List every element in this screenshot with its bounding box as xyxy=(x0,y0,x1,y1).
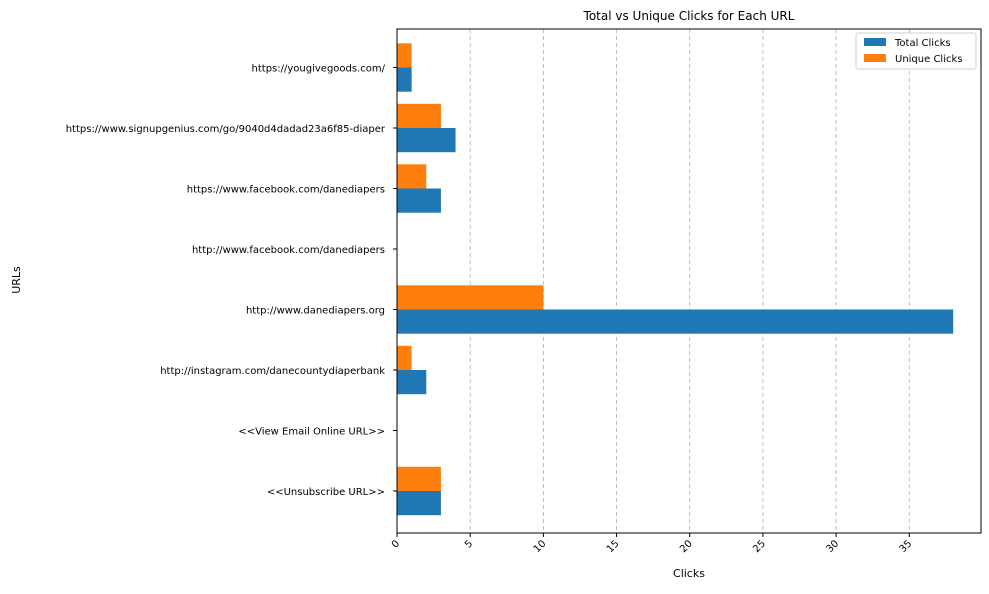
bar-unique-clicks xyxy=(397,103,441,128)
bar-total-clicks xyxy=(397,67,412,92)
y-axis-ticks: <<Unsubscribe URL>> <<View Email Online U… xyxy=(66,64,397,498)
legend-label: Total Clicks xyxy=(894,38,951,49)
bar-total-clicks xyxy=(397,370,427,395)
bar-unique-clicks xyxy=(397,345,412,370)
x-tick-label: 10 xyxy=(532,538,549,555)
x-tick-label: 5 xyxy=(463,538,475,550)
y-tick-label: http://www.danediapers.org xyxy=(246,306,385,317)
x-tick-label: 15 xyxy=(605,538,622,555)
x-axis-label: Clicks xyxy=(673,567,705,580)
y-tick-label: https://yougivegoods.com/ xyxy=(252,64,386,75)
y-tick-label: http://instagram.com/danecountydiaperban… xyxy=(160,366,385,377)
bar-total-clicks xyxy=(397,309,954,334)
bar-total-clicks xyxy=(397,128,456,153)
legend-swatch xyxy=(864,54,886,62)
x-tick-label: 35 xyxy=(898,538,915,555)
y-tick-label: <<View Email Online URL>> xyxy=(238,427,385,438)
legend-swatch xyxy=(864,38,886,46)
x-tick-label: 25 xyxy=(751,538,768,555)
legend-label: Unique Clicks xyxy=(895,54,963,65)
x-tick-label: 30 xyxy=(824,538,841,555)
bar-unique-clicks xyxy=(397,43,412,68)
legend: Total Clicks Unique Clicks xyxy=(855,32,977,70)
x-tick-label: 20 xyxy=(678,538,695,555)
y-tick-label: http://www.facebook.com/danediapers xyxy=(192,245,385,256)
chart-title: Total vs Unique Clicks for Each URL xyxy=(583,9,795,23)
bar-unique-clicks xyxy=(397,285,544,310)
y-axis-label: URLs xyxy=(10,266,23,294)
y-tick-label: https://www.signupgenius.com/go/9040d4da… xyxy=(66,124,386,135)
x-tick-label: 0 xyxy=(390,538,402,550)
x-axis-ticks: 0 5 10 15 20 25 30 35 xyxy=(390,533,915,555)
bars xyxy=(397,43,954,516)
grid-lines xyxy=(469,29,910,533)
bar-unique-clicks xyxy=(397,164,427,189)
bar-unique-clicks xyxy=(397,466,441,491)
y-tick-label: <<Unsubscribe URL>> xyxy=(267,487,385,498)
y-tick-label: https://www.facebook.com/danediapers xyxy=(187,185,385,196)
bar-total-clicks xyxy=(397,188,441,213)
plot-frame xyxy=(396,28,982,534)
bar-total-clicks xyxy=(397,491,441,516)
